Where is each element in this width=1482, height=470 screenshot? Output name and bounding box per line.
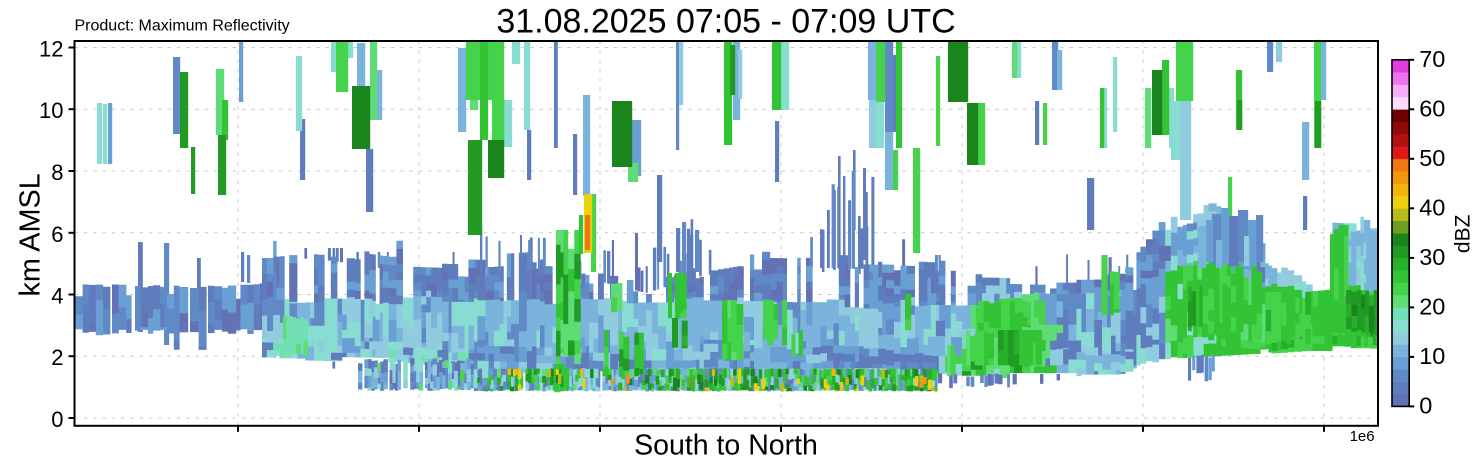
svg-text:20: 20: [1419, 293, 1445, 319]
svg-text:8: 8: [51, 160, 63, 185]
svg-text:12: 12: [39, 37, 63, 62]
svg-text:30: 30: [1419, 244, 1445, 270]
svg-text:31.08.2025 07:05 - 07:09 UTC: 31.08.2025 07:05 - 07:09 UTC: [496, 2, 955, 40]
svg-text:dBZ: dBZ: [1452, 214, 1475, 253]
svg-text:70: 70: [1419, 46, 1445, 72]
svg-text:6: 6: [51, 222, 63, 247]
svg-text:10: 10: [1419, 343, 1445, 369]
svg-text:2: 2: [51, 345, 63, 370]
svg-text:South to North: South to North: [634, 430, 818, 462]
svg-text:4: 4: [51, 284, 63, 309]
svg-text:0: 0: [1419, 392, 1432, 418]
svg-text:50: 50: [1419, 145, 1445, 171]
svg-text:0: 0: [51, 407, 63, 432]
svg-text:1e6: 1e6: [1350, 428, 1375, 445]
svg-text:40: 40: [1419, 194, 1445, 220]
svg-text:km AMSL: km AMSL: [15, 173, 47, 296]
svg-text:Product: Maximum Reflectivity: Product: Maximum Reflectivity: [75, 18, 290, 35]
svg-text:10: 10: [39, 98, 63, 123]
svg-text:60: 60: [1419, 95, 1445, 121]
